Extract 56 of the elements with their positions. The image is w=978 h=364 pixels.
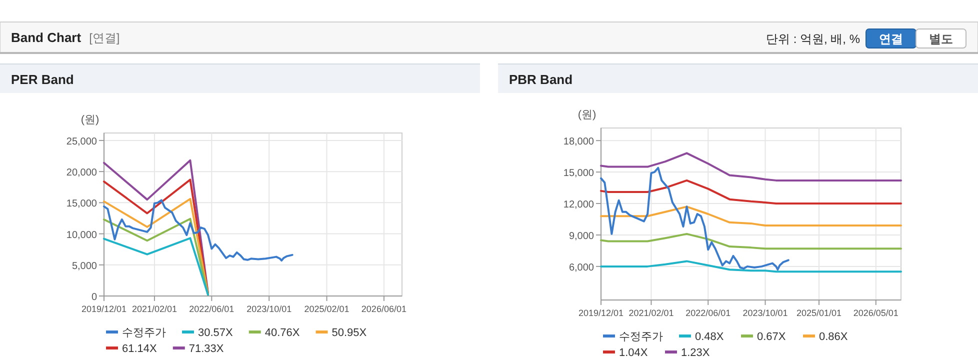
y-tick-label: 6,000 <box>568 262 594 274</box>
x-tick-label: 2021/02/01 <box>628 308 674 318</box>
y-tick-label: 25,000 <box>66 136 98 148</box>
line-series <box>103 199 294 262</box>
chart-title: PER Band <box>11 72 74 87</box>
legend-label: 0.67X <box>757 331 786 343</box>
x-tick-label: 2022/06/01 <box>686 308 731 318</box>
line-series <box>600 206 902 227</box>
text: 단위 : 억원, 배, % <box>766 32 860 46</box>
x-tick-label: 2021/02/01 <box>132 304 177 314</box>
x-tick-label: 2022/06/01 <box>189 304 234 314</box>
y-tick-label: 9,000 <box>568 230 594 242</box>
x-tick-label: 2026/05/01 <box>853 308 898 318</box>
legend-label: 수정주가 <box>619 331 663 343</box>
line-series <box>600 232 902 250</box>
line-series <box>600 179 902 205</box>
text: 별도 <box>929 32 953 46</box>
y-tick-label: 5,000 <box>72 260 98 272</box>
line-series <box>103 198 210 296</box>
line-series <box>600 260 902 273</box>
text: 연결 <box>879 32 903 46</box>
line-series <box>103 178 210 295</box>
line-series <box>103 159 210 294</box>
legend-label: 1.23X <box>681 347 710 359</box>
y-tick-label: 15,000 <box>66 198 98 210</box>
x-tick-label: 2019/12/01 <box>578 308 624 318</box>
text: [연결] <box>89 31 120 45</box>
y-tick-label: 12,000 <box>563 200 594 211</box>
x-tick-label: 2019/12/01 <box>81 304 127 314</box>
chart-title: PBR Band <box>509 72 573 87</box>
y-tick-label: 0 <box>91 292 98 303</box>
legend-label: 40.76X <box>264 327 300 339</box>
x-tick-label: 2025/02/01 <box>304 304 350 314</box>
legend-label: 0.86X <box>819 331 848 343</box>
y-axis-title: (원) <box>578 109 596 121</box>
legend-label: 50.95X <box>332 327 368 339</box>
y-tick-label: 10,000 <box>66 230 98 241</box>
text: Band Chart <box>11 30 82 45</box>
y-tick-label: 18,000 <box>563 136 594 148</box>
line-series <box>103 237 210 296</box>
legend-label: 71.33X <box>188 343 224 355</box>
x-tick-label: 2023/10/01 <box>742 308 788 318</box>
legend-label: 수정주가 <box>122 327 166 339</box>
line-series <box>600 166 790 271</box>
y-axis-title: (원) <box>80 114 100 126</box>
x-tick-label: 2026/06/01 <box>361 304 406 314</box>
line-series <box>600 152 902 182</box>
x-tick-label: 2023/10/01 <box>246 304 292 314</box>
line-series <box>103 218 210 296</box>
x-tick-label: 2025/01/01 <box>796 308 842 318</box>
legend-label: 1.04X <box>619 347 648 359</box>
y-tick-label: 20,000 <box>66 168 98 179</box>
legend-label: 30.57X <box>198 327 234 339</box>
legend-label: 0.48X <box>695 331 724 343</box>
legend-label: 61.14X <box>122 343 158 355</box>
y-tick-label: 15,000 <box>563 168 594 180</box>
